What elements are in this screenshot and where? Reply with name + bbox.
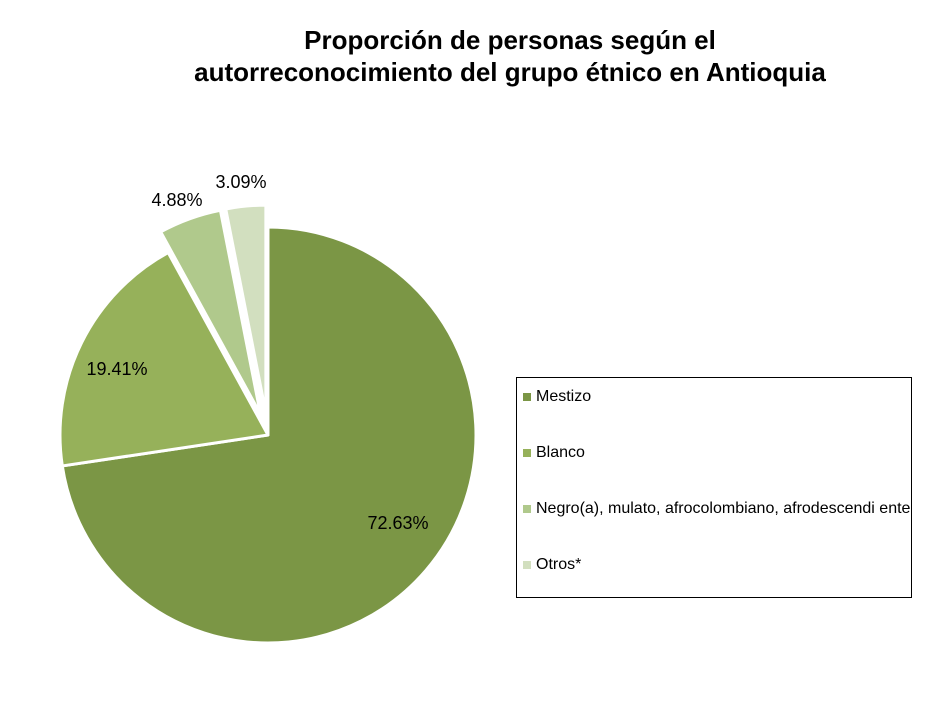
chart-title: Proporción de personas según el autorrec… bbox=[0, 24, 942, 88]
legend-item-otros: Otros* bbox=[523, 556, 911, 574]
data-label-negro-a: 4.88% bbox=[151, 190, 202, 210]
legend-swatch-negro bbox=[523, 505, 531, 513]
data-label-blanco: 19.41% bbox=[86, 359, 147, 379]
chart-title-line-2: autorreconocimiento del grupo étnico en … bbox=[194, 57, 826, 87]
pie-slice-blanco bbox=[58, 251, 270, 468]
pie-slice-otros bbox=[224, 203, 268, 415]
chart-legend: Mestizo Blanco Negro(a), mulato, afrocol… bbox=[516, 377, 912, 598]
chart-title-line-1: Proporción de personas según el bbox=[304, 25, 716, 55]
pie-slice-negro-a bbox=[159, 208, 263, 416]
legend-label-otros: Otros* bbox=[536, 556, 582, 573]
data-label-otros: 3.09% bbox=[215, 172, 266, 192]
legend-swatch-otros bbox=[523, 561, 531, 569]
legend-item-negro: Negro(a), mulato, afrocolombiano, afrode… bbox=[523, 500, 911, 518]
legend-label-negro: Negro(a), mulato, afrocolombiano, afrode… bbox=[536, 500, 911, 517]
legend-label-blanco: Blanco bbox=[536, 444, 585, 461]
legend-swatch-blanco bbox=[523, 449, 531, 457]
legend-item-mestizo: Mestizo bbox=[523, 388, 911, 406]
data-label-mestizo: 72.63% bbox=[367, 513, 428, 533]
legend-swatch-mestizo bbox=[523, 393, 531, 401]
legend-label-mestizo: Mestizo bbox=[536, 388, 592, 405]
legend-item-blanco: Blanco bbox=[523, 444, 911, 462]
